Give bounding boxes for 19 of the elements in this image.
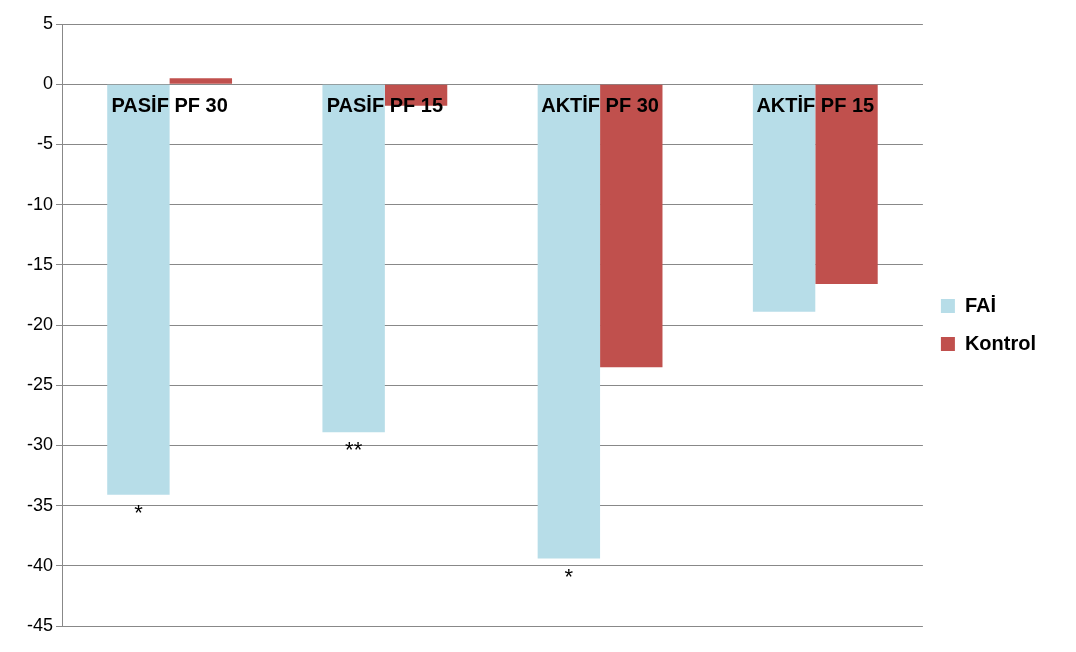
x-tick-label: AKTİF PF 30 — [541, 93, 659, 116]
y-tick-label: -30 — [27, 434, 54, 455]
y-tick-label: -25 — [27, 374, 54, 395]
x-tick-label: PASİF PF 30 — [111, 93, 228, 116]
y-tick-label: -20 — [27, 313, 54, 334]
y-tick-label: -35 — [27, 494, 54, 515]
y-tick-label: -10 — [27, 193, 54, 214]
y-tick-label: -40 — [27, 554, 54, 575]
annotation: * — [134, 499, 144, 525]
y-tick-label: 0 — [43, 73, 54, 94]
annotation: * — [564, 563, 574, 589]
annotation: ** — [345, 437, 363, 463]
legend-label: FAİ — [964, 293, 997, 316]
y-tick-label: -15 — [27, 253, 54, 274]
y-tick-label: -5 — [37, 133, 54, 154]
y-tick-label: 5 — [43, 12, 54, 33]
x-tick-label: AKTİF PF 15 — [756, 93, 875, 116]
y-tick-label: -45 — [27, 614, 54, 635]
legend-label: Kontrol — [964, 331, 1036, 354]
